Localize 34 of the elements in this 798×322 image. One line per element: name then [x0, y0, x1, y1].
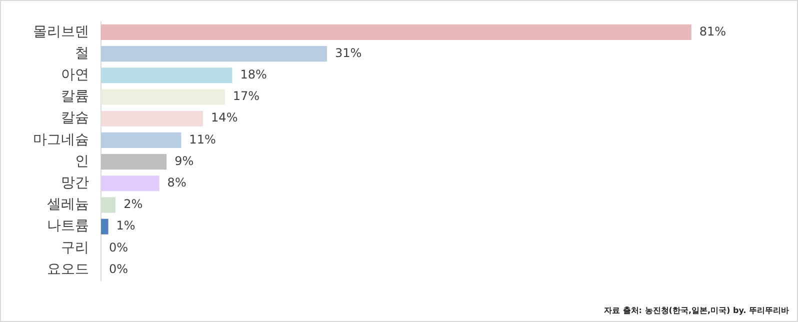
- y-tick-label: 인: [75, 153, 89, 170]
- bar: [101, 132, 182, 148]
- y-tick-label: 칼륨: [61, 88, 89, 105]
- bar: [101, 110, 204, 126]
- y-tick-label: 칼슘: [61, 110, 89, 126]
- bar: [101, 24, 692, 40]
- data-label: 14%: [211, 110, 238, 125]
- y-tick-label: 나트륨: [47, 218, 89, 234]
- data-label: 0%: [109, 262, 128, 276]
- data-label: 11%: [189, 132, 216, 146]
- text: 자료 출처: 농진청(한국,일본,미국) by. 뚜리뚜리바: [604, 305, 789, 316]
- y-tick-label: 아연: [61, 67, 89, 84]
- bar: [101, 154, 167, 170]
- data-label: 8%: [167, 176, 186, 190]
- data-label: 0%: [109, 240, 128, 254]
- y-tick-label: 철: [75, 45, 89, 62]
- bar: [101, 176, 160, 192]
- data-label: 9%: [174, 154, 194, 168]
- y-tick-label: 몰리브덴: [33, 24, 89, 40]
- bar: [101, 218, 108, 234]
- y-tick-label: 셀레늄: [47, 196, 89, 213]
- data-label: 17%: [232, 89, 260, 104]
- y-tick-label: 요오드: [47, 261, 89, 278]
- data-label: 1%: [116, 218, 136, 233]
- y-tick-label: 마그네슘: [33, 132, 89, 148]
- data-label: 18%: [240, 68, 267, 82]
- y-tick-label: 망간: [61, 175, 89, 192]
- y-tick-label: 구리: [61, 240, 89, 256]
- bar: [101, 89, 225, 105]
- bar: [101, 68, 232, 84]
- data-label: 81%: [699, 24, 726, 38]
- data-label: 31%: [334, 46, 362, 60]
- bar: [101, 46, 327, 62]
- data-label: 2%: [124, 197, 143, 212]
